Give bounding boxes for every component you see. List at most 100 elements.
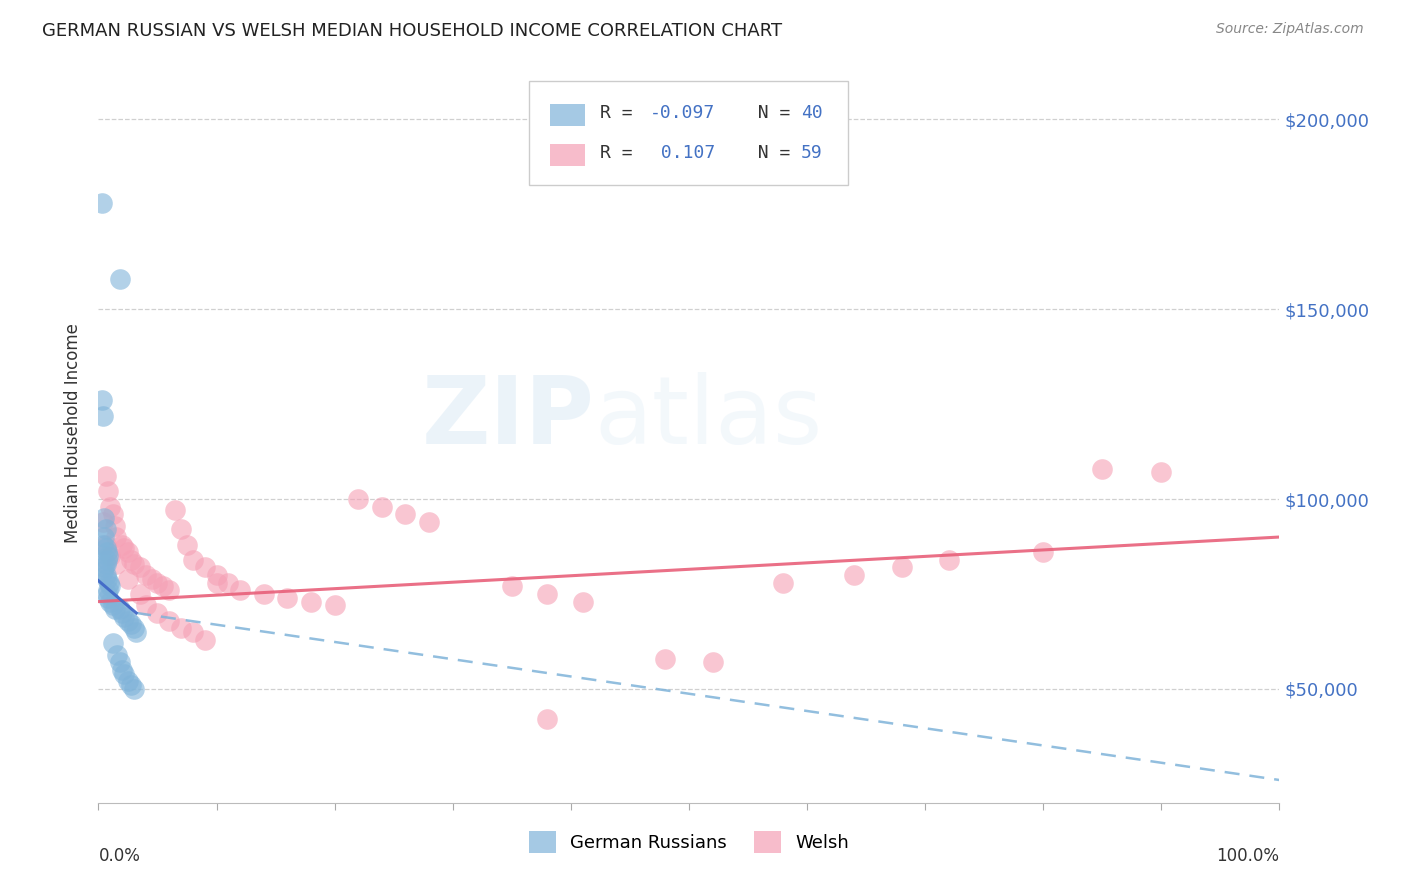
Point: [117, 674, 139, 689]
Point: [96, 587, 118, 601]
Point: [128, 560, 150, 574]
Point: [181, 553, 204, 567]
Text: N =: N =: [737, 103, 801, 122]
Point: [96, 553, 118, 567]
Point: [117, 572, 139, 586]
Point: [536, 712, 558, 726]
Point: [347, 491, 370, 506]
Point: [890, 560, 912, 574]
Point: [135, 599, 157, 613]
Text: R =: R =: [600, 103, 644, 122]
Point: [98, 500, 121, 514]
Point: [98, 549, 121, 563]
Point: [101, 599, 124, 613]
Point: [105, 557, 128, 571]
Point: [128, 587, 150, 601]
Point: [105, 530, 128, 544]
Point: [299, 594, 322, 608]
Point: [165, 503, 187, 517]
Point: [121, 678, 143, 692]
Point: [536, 587, 558, 601]
Point: [194, 632, 217, 647]
Point: [98, 579, 121, 593]
Point: [654, 651, 676, 665]
Point: [501, 579, 523, 593]
Point: [108, 602, 131, 616]
Text: 100.0%: 100.0%: [1216, 847, 1279, 865]
Point: [1091, 461, 1114, 475]
Point: [229, 583, 252, 598]
Text: 0.0%: 0.0%: [98, 847, 141, 865]
Point: [93, 530, 115, 544]
Point: [94, 541, 117, 556]
Point: [108, 272, 131, 286]
Point: [125, 624, 148, 639]
Point: [938, 553, 960, 567]
Point: [418, 515, 440, 529]
Text: ZIP: ZIP: [422, 372, 595, 464]
Point: [117, 614, 139, 628]
Point: [96, 545, 118, 559]
Bar: [550, 144, 585, 166]
Point: [98, 594, 121, 608]
Point: [94, 568, 117, 582]
Point: [94, 523, 117, 537]
Point: [97, 484, 120, 499]
Text: atlas: atlas: [595, 372, 823, 464]
Point: [253, 587, 276, 601]
Text: R =: R =: [600, 144, 655, 161]
Point: [122, 621, 145, 635]
Point: [121, 553, 143, 567]
Text: Source: ZipAtlas.com: Source: ZipAtlas.com: [1216, 22, 1364, 37]
Point: [98, 575, 121, 590]
Point: [772, 575, 794, 590]
Point: [394, 508, 416, 522]
Point: [323, 599, 346, 613]
Point: [170, 621, 193, 635]
Point: [111, 606, 134, 620]
Point: [91, 195, 114, 210]
Point: [111, 538, 134, 552]
Point: [146, 575, 169, 590]
Point: [97, 549, 120, 563]
Point: [94, 538, 117, 552]
Point: [176, 538, 198, 552]
Point: [112, 541, 135, 556]
Point: [121, 617, 143, 632]
Text: 59: 59: [801, 144, 823, 161]
Point: [157, 583, 180, 598]
Point: [112, 666, 135, 681]
Point: [104, 602, 127, 616]
Point: [205, 575, 228, 590]
Point: [101, 508, 124, 522]
Y-axis label: Median Household Income: Median Household Income: [65, 323, 83, 542]
Text: -0.097: -0.097: [650, 103, 716, 122]
Point: [122, 681, 145, 696]
Point: [181, 624, 204, 639]
Point: [571, 594, 593, 608]
Point: [91, 564, 114, 578]
Point: [122, 557, 145, 571]
Point: [101, 636, 124, 650]
Bar: [550, 103, 585, 126]
Point: [146, 606, 169, 620]
Point: [194, 560, 217, 574]
FancyBboxPatch shape: [530, 81, 848, 185]
Text: GERMAN RUSSIAN VS WELSH MEDIAN HOUSEHOLD INCOME CORRELATION CHART: GERMAN RUSSIAN VS WELSH MEDIAN HOUSEHOLD…: [42, 22, 782, 40]
Point: [97, 583, 120, 598]
Point: [371, 500, 394, 514]
Point: [1032, 545, 1054, 559]
Point: [702, 656, 724, 670]
Point: [217, 575, 239, 590]
Point: [170, 523, 193, 537]
Point: [91, 393, 114, 408]
Point: [94, 557, 117, 571]
Point: [91, 515, 114, 529]
Text: 40: 40: [801, 103, 823, 122]
Text: N =: N =: [737, 144, 801, 161]
Point: [93, 560, 115, 574]
Point: [276, 591, 298, 605]
Point: [135, 568, 157, 582]
Point: [112, 609, 135, 624]
Point: [97, 591, 120, 605]
